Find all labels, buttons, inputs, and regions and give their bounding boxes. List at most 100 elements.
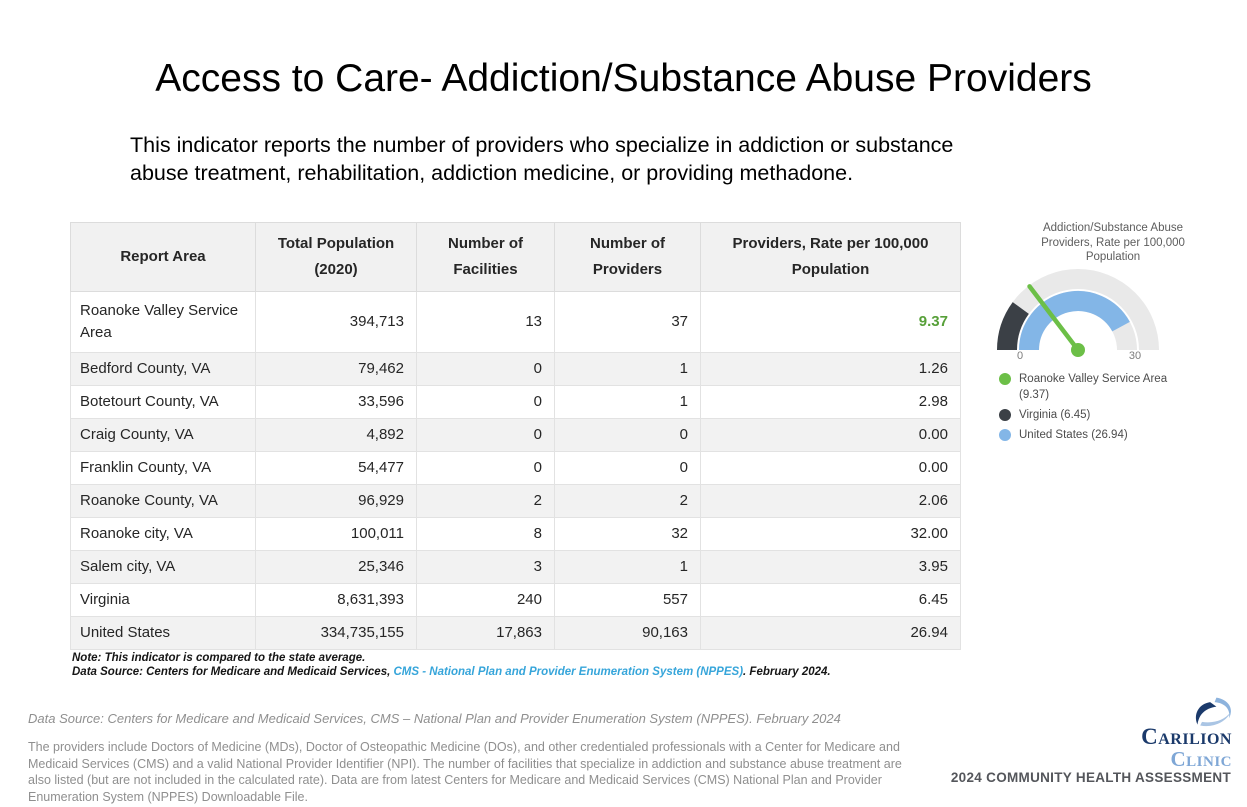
rate-cell: 2.98 [700, 385, 961, 419]
providers-cell: 1 [554, 352, 701, 386]
data-source-note: Data Source: Centers for Medicare and Me… [72, 665, 831, 679]
report-area-cell: Botetourt County, VA [70, 385, 256, 419]
gauge-arc-inner [1019, 291, 1130, 351]
carilion-swoosh-icon [1195, 697, 1231, 727]
report-area-cell: Bedford County, VA [70, 352, 256, 386]
rate-cell: 0.00 [700, 418, 961, 452]
page-subtitle: This indicator reports the number of pro… [130, 133, 954, 185]
gauge-title: Addiction/Substance Abuse Providers, Rate… [1041, 222, 1185, 263]
rate-cell: 6.45 [700, 583, 961, 617]
nppes-link[interactable]: CMS - National Plan and Provider Enumera… [393, 666, 744, 678]
logo-carilion-text: Carilion [1141, 724, 1232, 749]
column-header: Report Area [70, 222, 256, 292]
facilities-cell: 0 [416, 385, 555, 419]
report-area-cell: Franklin County, VA [70, 451, 256, 485]
table-header: Report Area Total Population (2020) Number… [70, 222, 961, 292]
gauge-chart [997, 269, 1159, 357]
population-cell: 8,631,393 [255, 583, 417, 617]
providers-cell: 90,163 [554, 616, 701, 650]
gauge-tick-min: 0 [1016, 350, 1024, 362]
facilities-cell: 0 [416, 451, 555, 485]
providers-cell: 1 [554, 385, 701, 419]
rate-cell: 9.37 [700, 291, 961, 353]
legend-dot-icon [999, 373, 1011, 385]
legend-item: United States (26.94) [999, 427, 1179, 443]
rate-cell: 32.00 [700, 517, 961, 551]
report-area-cell: Craig County, VA [70, 418, 256, 452]
logo-clinic-text: Clinic [1170, 747, 1232, 771]
population-cell: 100,011 [255, 517, 417, 551]
report-area-cell: United States [70, 616, 256, 650]
column-header: Providers, Rate per 100,000 Population [700, 222, 961, 292]
note-line: Note: This indicator is compared to the … [72, 652, 366, 664]
footer-data-source: Data Source: Centers for Medicare and Me… [28, 711, 841, 726]
legend-label: Virginia (6.45) [1019, 409, 1091, 421]
assessment-title: 2024 COMMUNITY HEALTH ASSESSMENT [950, 770, 1231, 785]
table-row: United States 334,735,155 17,863 90,163 26.9… [70, 616, 961, 650]
rate-cell: 2.06 [700, 484, 961, 518]
population-cell: 54,477 [255, 451, 417, 485]
providers-table: Report Area Total Population (2020) Number… [70, 222, 961, 650]
facilities-cell: 2 [416, 484, 555, 518]
population-cell: 96,929 [255, 484, 417, 518]
data-source-prefix: Data Source: Centers for Medicare and Me… [72, 666, 394, 678]
population-cell: 25,346 [255, 550, 417, 584]
table-row: Virginia 8,631,393 240 557 6.45 [70, 583, 961, 617]
table-row: Franklin County, VA 54,477 0 0 0.00 [70, 451, 961, 485]
legend-item: Roanoke Valley Service Area (9.37) [999, 371, 1179, 403]
gauge-legend: Roanoke Valley Service Area (9.37) Virgin… [999, 371, 1179, 447]
table-row: Botetourt County, VA 33,596 0 1 2.98 [70, 385, 961, 419]
table-body: Roanoke Valley Service Area 394,713 13 37 9.… [70, 291, 961, 650]
rate-cell: 26.94 [700, 616, 961, 650]
rate-cell: 0.00 [700, 451, 961, 485]
providers-table-wrap: Report Area Total Population (2020) Number… [70, 222, 961, 650]
column-header: Total Population (2020) [255, 222, 417, 292]
table-row: Salem city, VA 25,346 3 1 3.95 [70, 550, 961, 584]
table-notes: Note: This indicator is compared to the … [72, 651, 831, 679]
facilities-cell: 0 [416, 418, 555, 452]
providers-cell: 32 [554, 517, 701, 551]
gauge-needle [1027, 284, 1081, 353]
population-cell: 4,892 [255, 418, 417, 452]
providers-cell: 1 [554, 550, 701, 584]
gauge-needle-pivot [1071, 343, 1085, 357]
report-area-cell: Roanoke Valley Service Area [70, 291, 256, 353]
facilities-cell: 240 [416, 583, 555, 617]
population-cell: 33,596 [255, 385, 417, 419]
gauge-tick-max: 30 [1128, 350, 1142, 362]
report-area-cell: Roanoke County, VA [70, 484, 256, 518]
population-cell: 394,713 [255, 291, 417, 353]
providers-cell: 0 [554, 451, 701, 485]
legend-label: United States (26.94) [1019, 429, 1128, 441]
population-cell: 334,735,155 [255, 616, 417, 650]
table-row: Craig County, VA 4,892 0 0 0.00 [70, 418, 961, 452]
table-row: Bedford County, VA 79,462 0 1 1.26 [70, 352, 961, 386]
providers-cell: 2 [554, 484, 701, 518]
column-header: Number of Providers [554, 222, 701, 292]
report-area-cell: Salem city, VA [70, 550, 256, 584]
column-header: Number of Facilities [416, 222, 555, 292]
rate-cell: 1.26 [700, 352, 961, 386]
legend-item: Virginia (6.45) [999, 407, 1179, 423]
providers-cell: 557 [554, 583, 701, 617]
facilities-cell: 0 [416, 352, 555, 386]
data-source-suffix: . February 2024. [743, 666, 831, 678]
footer-description: The providers include Doctors of Medicin… [28, 740, 902, 804]
facilities-cell: 13 [416, 291, 555, 353]
providers-cell: 37 [554, 291, 701, 353]
facilities-cell: 3 [416, 550, 555, 584]
legend-dot-icon [999, 409, 1011, 421]
report-area-cell: Roanoke city, VA [70, 517, 256, 551]
providers-cell: 0 [554, 418, 701, 452]
legend-dot-icon [999, 429, 1011, 441]
table-row: Roanoke County, VA 96,929 2 2 2.06 [70, 484, 961, 518]
table-header-row: Report Area Total Population (2020) Number… [70, 222, 961, 292]
gauge-arc-outer [997, 302, 1030, 351]
facilities-cell: 17,863 [416, 616, 555, 650]
table-row: Roanoke Valley Service Area 394,713 13 37 9.… [70, 291, 961, 353]
legend-label: Roanoke Valley Service Area (9.37) [1019, 373, 1168, 401]
table-row: Roanoke city, VA 100,011 8 32 32.00 [70, 517, 961, 551]
report-area-cell: Virginia [70, 583, 256, 617]
rate-cell: 3.95 [700, 550, 961, 584]
